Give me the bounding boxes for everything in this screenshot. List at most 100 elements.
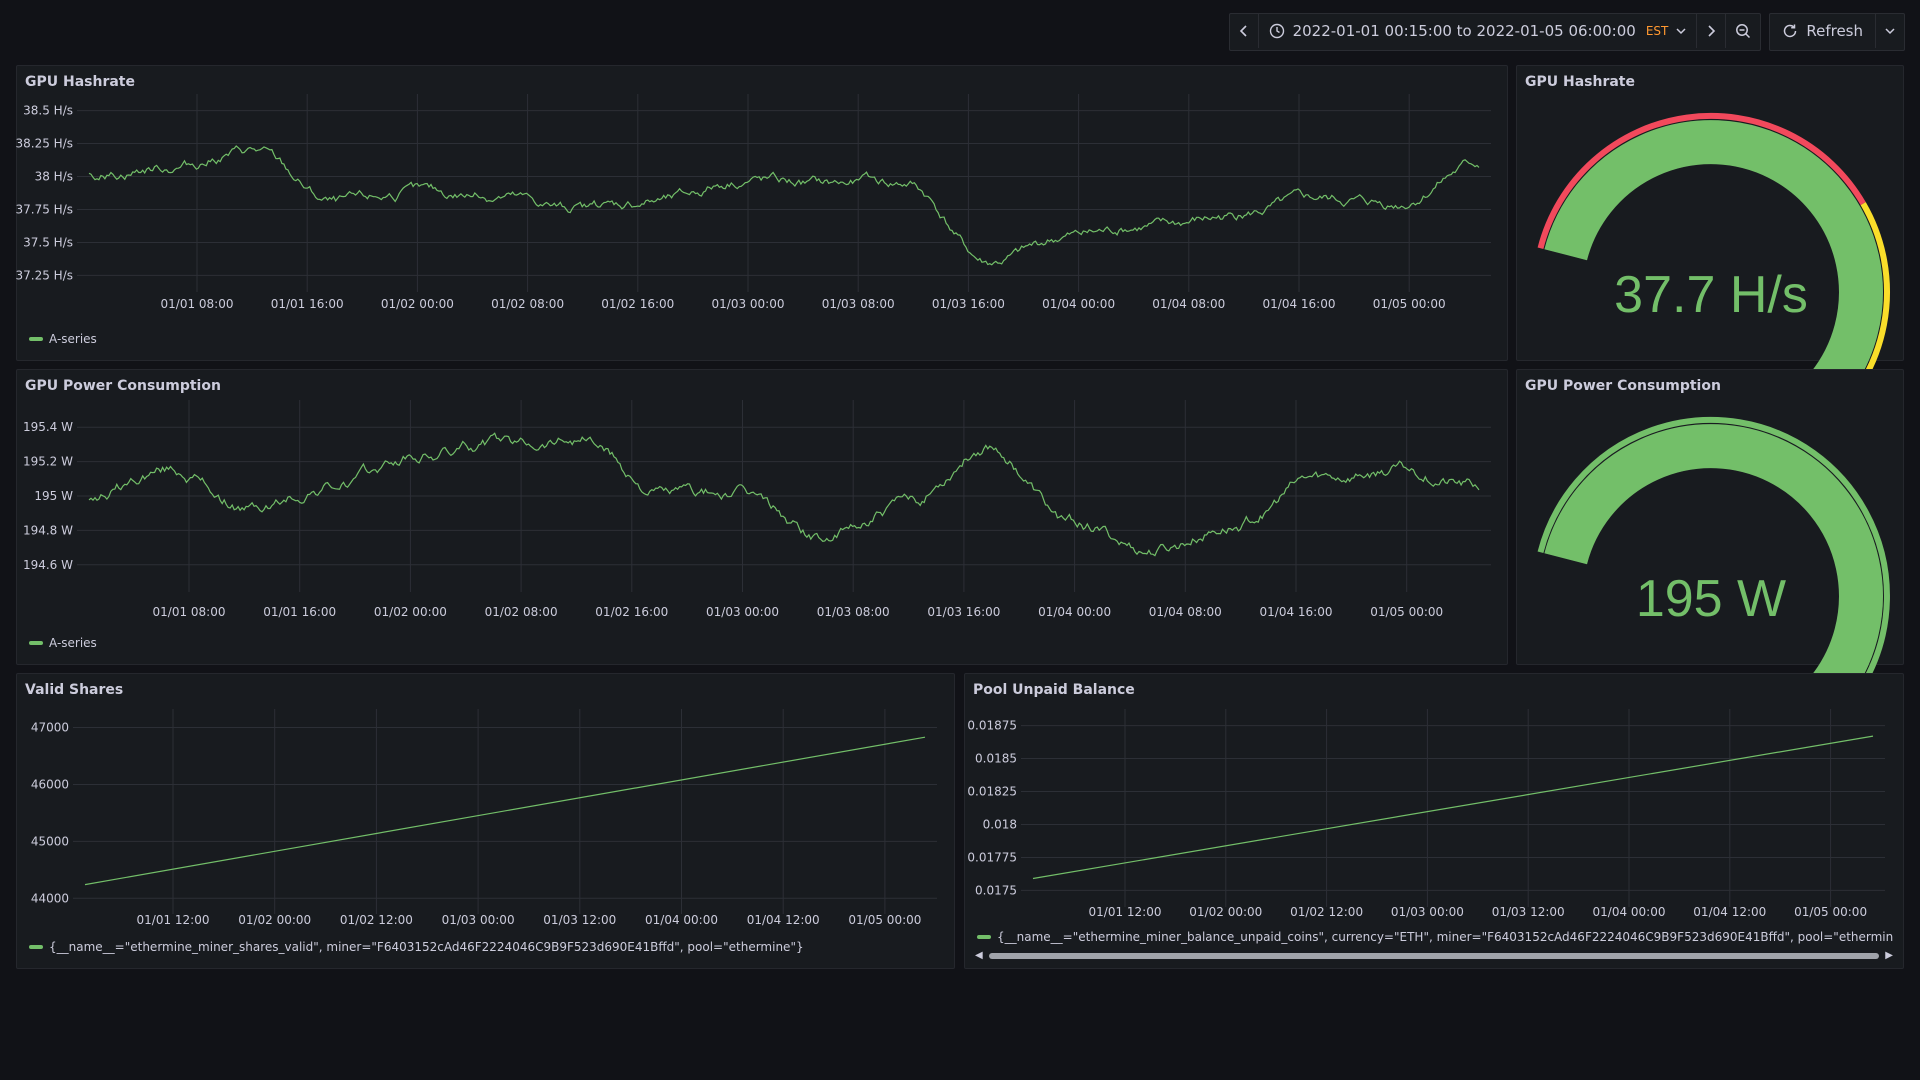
x-tick-label: 01/05 00:00 [1794,905,1867,919]
series-line[interactable] [88,145,1480,266]
x-tick-label: 01/02 16:00 [601,297,674,311]
legend-label[interactable]: {__name__="ethermine_miner_shares_valid"… [49,940,804,954]
time-range-label: 2022-01-01 00:15:00 to 2022-01-05 06:00:… [1292,22,1636,40]
chart-legend: {__name__="ethermine_miner_shares_valid"… [29,940,939,954]
threshold-band [1537,112,1866,249]
chart-legend: A-series [29,636,97,650]
valid-shares-chart[interactable]: 01/01 12:00 01/02 00:00 01/02 12:00 01/03 0… [17,674,956,970]
x-tick-label: 01/01 16:00 [263,605,336,619]
x-tick-label: 01/02 00:00 [381,297,454,311]
x-tick-label: 01/03 08:00 [822,297,895,311]
panel-title: GPU Power Consumption [25,378,221,394]
refresh-icon [1784,24,1797,38]
y-tick-label: 37.25 H/s [16,268,74,282]
x-tick-label: 01/05 00:00 [1373,297,1446,311]
x-tick-label: 01/01 12:00 [137,913,210,927]
x-tick-label: 01/03 16:00 [932,297,1005,311]
time-picker-group: 2022-01-01 00:15:00 to 2022-01-05 06:00:… [1228,13,1762,51]
x-tick-label: 01/02 16:00 [595,605,668,619]
x-tick-label: 01/04 16:00 [1263,297,1336,311]
series-line[interactable] [1032,735,1874,880]
scroll-left-icon[interactable]: ◀ [975,950,983,961]
x-tick-label: 01/03 12:00 [543,913,616,927]
y-tick-label: 0.01825 [967,785,1017,799]
x-tick-label: 01/01 08:00 [161,297,234,311]
scrollbar-thumb[interactable] [989,953,1879,959]
chevron-down-icon [1885,28,1895,35]
gauge-value: 37.7 H/s [1614,266,1808,324]
power-timeseries-panel: GPU Power Consumption 01/01 08:00 01/01 1… [16,369,1508,665]
y-tick-label: 194.6 W [23,558,73,572]
legend-label[interactable]: A-series [49,636,97,650]
y-tick-label: 0.0185 [975,752,1017,766]
chevron-left-icon [1239,25,1247,37]
x-tick-label: 01/02 12:00 [1290,905,1363,919]
time-forward-button[interactable] [1697,14,1727,48]
power-chart[interactable]: 01/01 08:00 01/01 16:00 01/02 00:00 01/02 0… [17,370,1509,666]
x-tick-label: 01/03 16:00 [927,605,1000,619]
y-tick-label: 195 W [34,489,73,503]
x-tick-label: 01/03 00:00 [706,605,779,619]
y-tick-label: 0.01775 [967,850,1017,864]
y-tick-label: 45000 [31,834,69,848]
timezone-label: EST [1645,24,1669,38]
hashrate-chart[interactable]: 01/01 08:00 01/01 16:00 01/02 00:00 01/02 0… [16,66,1509,362]
y-tick-label: 0.018 [983,817,1017,831]
legend-label[interactable]: A-series [49,332,97,346]
y-tick-label: 195.4 W [23,420,73,434]
x-tick-label: 01/04 08:00 [1152,297,1225,311]
power-gauge: 195 W [1537,416,1890,775]
x-tick-label: 01/03 00:00 [712,297,785,311]
x-tick-label: 01/04 00:00 [1038,605,1111,619]
time-toolbar: 2022-01-01 00:15:00 to 2022-01-05 06:00:… [1228,13,1905,51]
x-tick-label: 01/04 16:00 [1260,605,1333,619]
y-tick-label: 0.0175 [975,883,1017,897]
x-tick-label: 01/04 00:00 [1042,297,1115,311]
legend-swatch [977,935,991,939]
y-tick-label: 195.2 W [23,455,73,469]
unpaid-balance-chart[interactable]: 01/01 12:00 01/02 00:00 01/02 12:00 01/03 0… [965,674,1905,970]
y-tick-label: 38.5 H/s [23,104,73,118]
legend-scrollbar[interactable]: ◀ ▶ [975,950,1893,961]
panel-title: Valid Shares [25,682,124,698]
x-tick-label: 01/01 12:00 [1089,905,1162,919]
series-line[interactable] [88,432,1480,557]
refresh-button[interactable]: Refresh [1770,14,1876,48]
chevron-down-icon [1676,28,1686,35]
gauge-fill [1544,120,1883,400]
x-tick-label: 01/02 00:00 [1189,905,1262,919]
chevron-right-icon [1708,25,1716,37]
x-tick-label: 01/02 00:00 [238,913,311,927]
valid-shares-panel: Valid Shares 01/01 12:00 01/02 00:00 01/02… [16,673,955,969]
panel-title: GPU Hashrate [25,74,135,90]
y-tick-label: 0.01875 [967,719,1017,733]
y-tick-label: 47000 [31,721,69,735]
time-range-picker[interactable]: 2022-01-01 00:15:00 to 2022-01-05 06:00:… [1259,14,1698,48]
hashrate-gauge-panel: GPU Hashrate 37.7 H/s [1516,65,1904,471]
gauge-value: 195 W [1636,570,1786,628]
x-tick-label: 01/02 08:00 [491,297,564,311]
y-tick-label: 44000 [31,891,69,905]
y-tick-label: 194.8 W [23,523,73,537]
x-tick-label: 01/05 00:00 [1370,605,1443,619]
chart-legend: {__name__="ethermine_miner_balance_unpai… [977,930,1893,944]
series-line[interactable] [84,736,926,886]
hashrate-gauge: 37.7 H/s [1537,112,1890,471]
legend-swatch [29,337,43,341]
panel-title: GPU Hashrate [1525,74,1635,90]
legend-label[interactable]: {__name__="ethermine_miner_balance_unpai… [997,930,1893,944]
legend-swatch [29,641,43,645]
panel-title: GPU Power Consumption [1525,378,1721,394]
refresh-interval-dropdown[interactable] [1876,14,1904,48]
x-tick-label: 01/04 12:00 [1693,905,1766,919]
y-tick-label: 38.25 H/s [16,137,74,151]
legend-swatch [29,945,43,949]
chart-legend: A-series [29,332,97,346]
panel-title: Pool Unpaid Balance [973,682,1135,698]
x-tick-label: 01/04 00:00 [645,913,718,927]
x-tick-label: 01/02 00:00 [374,605,447,619]
scroll-right-icon[interactable]: ▶ [1885,950,1893,961]
zoom-out-button[interactable] [1726,14,1760,48]
clock-icon [1269,23,1284,39]
time-back-button[interactable] [1230,14,1259,48]
